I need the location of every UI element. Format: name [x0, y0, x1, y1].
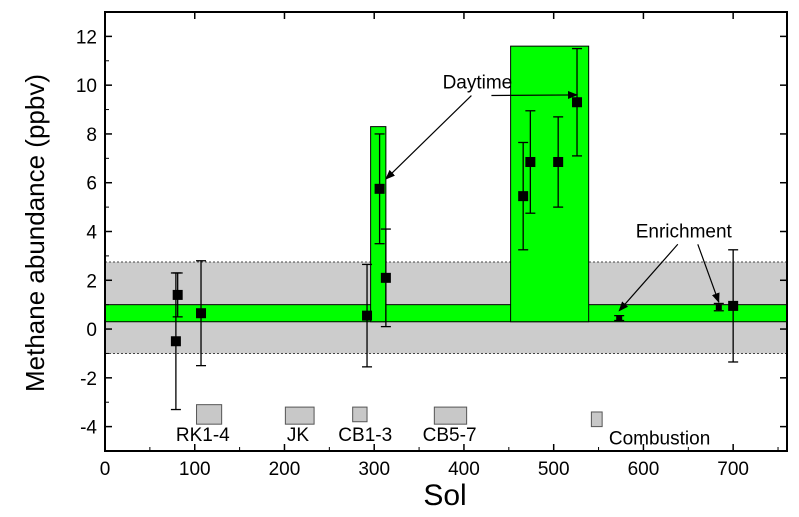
data-point	[616, 315, 623, 322]
data-point	[572, 97, 583, 108]
y-tick-label: -4	[80, 418, 97, 439]
activity-label-combustion: Combustion	[609, 429, 710, 450]
annotation-enrichment: Enrichment	[636, 221, 733, 242]
x-tick-label: 500	[538, 459, 570, 480]
y-tick-label: -2	[80, 369, 97, 390]
data-point	[170, 336, 181, 347]
data-point	[172, 289, 183, 300]
annotation-arrow	[697, 244, 720, 304]
data-point	[518, 191, 529, 202]
activity-label-cb5-7: CB5-7	[423, 425, 477, 446]
data-point	[728, 300, 739, 311]
data-points	[170, 47, 739, 411]
activity-box-cb1-3	[352, 406, 368, 423]
x-tick-label: 100	[179, 459, 211, 480]
annotation-arrow	[385, 95, 472, 180]
data-point	[380, 272, 391, 283]
y-tick-label: 12	[76, 27, 97, 48]
annotations: Daytime Enrichment	[385, 73, 733, 312]
annotation-daytime: Daytime	[443, 73, 513, 94]
x-tick-label: 300	[358, 459, 390, 480]
x-tick-label: 200	[269, 459, 301, 480]
y-tick-label: 4	[86, 223, 97, 244]
axis-ticks: 0 100 200 300 400 500 600 700 -4 -2 0 2 4 6 8 10 12	[76, 11, 787, 480]
x-tick-label: 0	[100, 459, 111, 480]
x-tick-label: 700	[717, 459, 749, 480]
activity-label-rk1-4: RK1-4	[176, 425, 230, 446]
activity-label-cb1-3: CB1-3	[338, 425, 392, 446]
x-tick-label: 400	[448, 459, 480, 480]
activity-box-jk	[284, 406, 315, 425]
data-point	[553, 156, 564, 167]
data-point	[362, 310, 373, 321]
data-point	[196, 308, 207, 319]
data-point	[374, 183, 385, 194]
x-tick-label: 600	[628, 459, 660, 480]
activity-label-jk: JK	[287, 425, 310, 446]
data-point	[525, 156, 536, 167]
y-tick-label: 6	[86, 174, 97, 195]
activity-boxes: RK1-4 JK CB1-3 CB5-7 Combustion	[176, 404, 710, 450]
annotation-arrow	[491, 90, 579, 99]
x-axis-title: Sol	[423, 479, 466, 512]
annotation-arrow	[618, 243, 679, 312]
bands-layer	[104, 45, 788, 354]
data-point	[715, 304, 722, 311]
activity-box-combustion	[590, 411, 603, 428]
y-tick-label: 0	[86, 320, 97, 341]
y-tick-label: 8	[86, 125, 97, 146]
y-axis-title: Methane abundance (ppbv)	[20, 74, 50, 392]
activity-box-cb5-7	[433, 406, 468, 425]
activity-box-rk1-4	[196, 404, 223, 425]
daytime-bar-1	[370, 126, 387, 323]
y-tick-label: 10	[76, 76, 97, 97]
y-tick-label: 2	[86, 271, 97, 292]
baseline-band	[104, 304, 788, 323]
